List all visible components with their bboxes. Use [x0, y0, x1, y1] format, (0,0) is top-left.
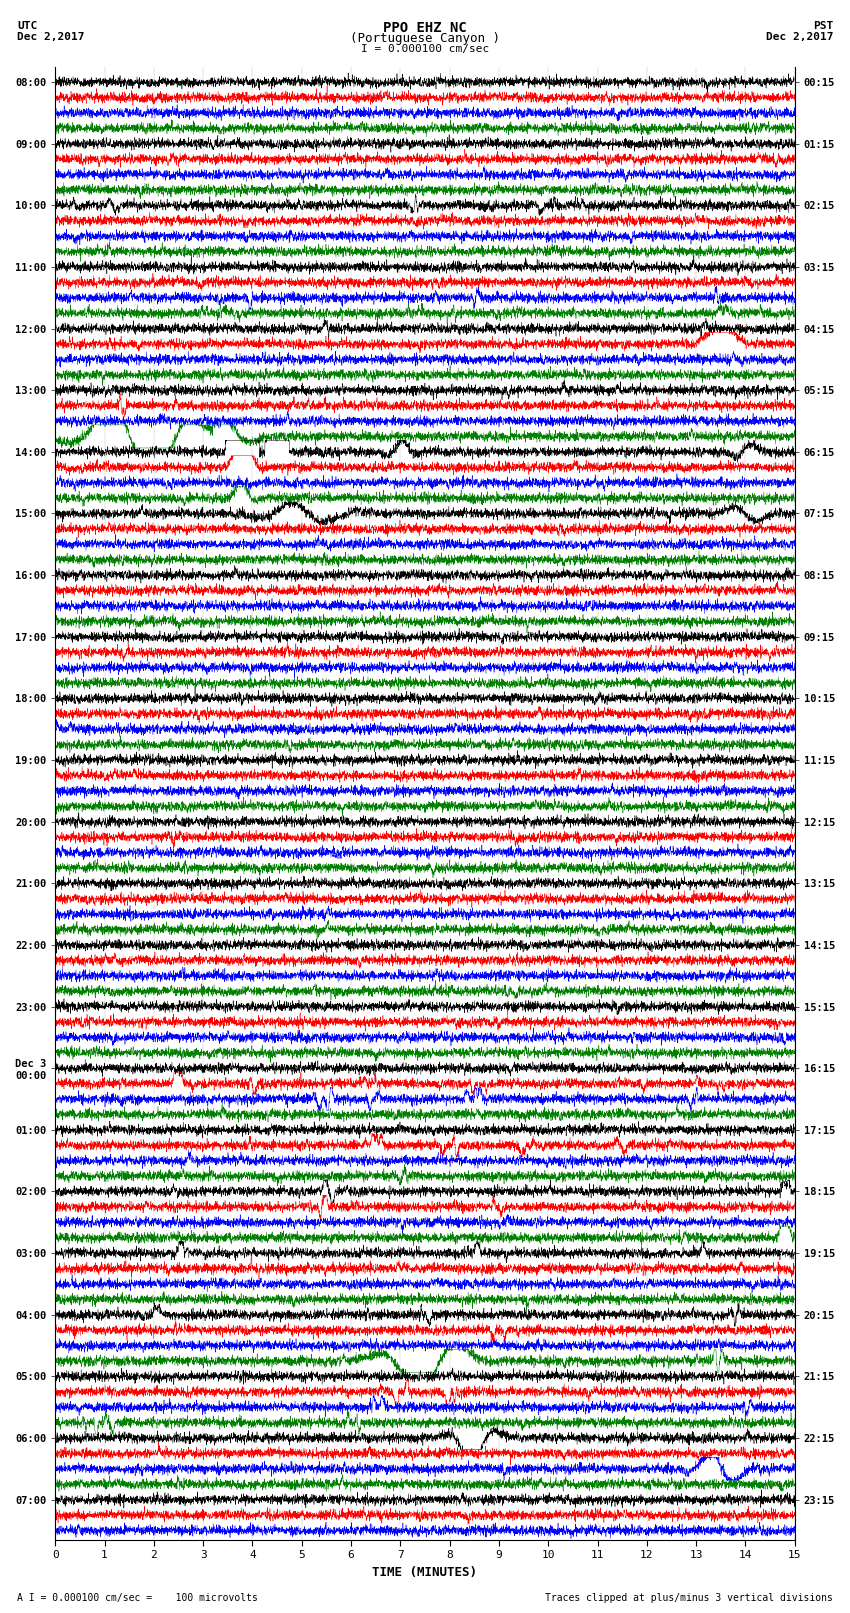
Text: Dec 2,2017: Dec 2,2017	[766, 32, 833, 42]
Text: PPO EHZ NC: PPO EHZ NC	[383, 21, 467, 35]
Text: PST: PST	[813, 21, 833, 31]
X-axis label: TIME (MINUTES): TIME (MINUTES)	[372, 1566, 478, 1579]
Text: Dec 2,2017: Dec 2,2017	[17, 32, 84, 42]
Text: A I = 0.000100 cm/sec =    100 microvolts: A I = 0.000100 cm/sec = 100 microvolts	[17, 1594, 258, 1603]
Text: Traces clipped at plus/minus 3 vertical divisions: Traces clipped at plus/minus 3 vertical …	[545, 1594, 833, 1603]
Text: UTC: UTC	[17, 21, 37, 31]
Text: (Portuguese Canyon ): (Portuguese Canyon )	[350, 32, 500, 45]
Text: I = 0.000100 cm/sec: I = 0.000100 cm/sec	[361, 44, 489, 53]
